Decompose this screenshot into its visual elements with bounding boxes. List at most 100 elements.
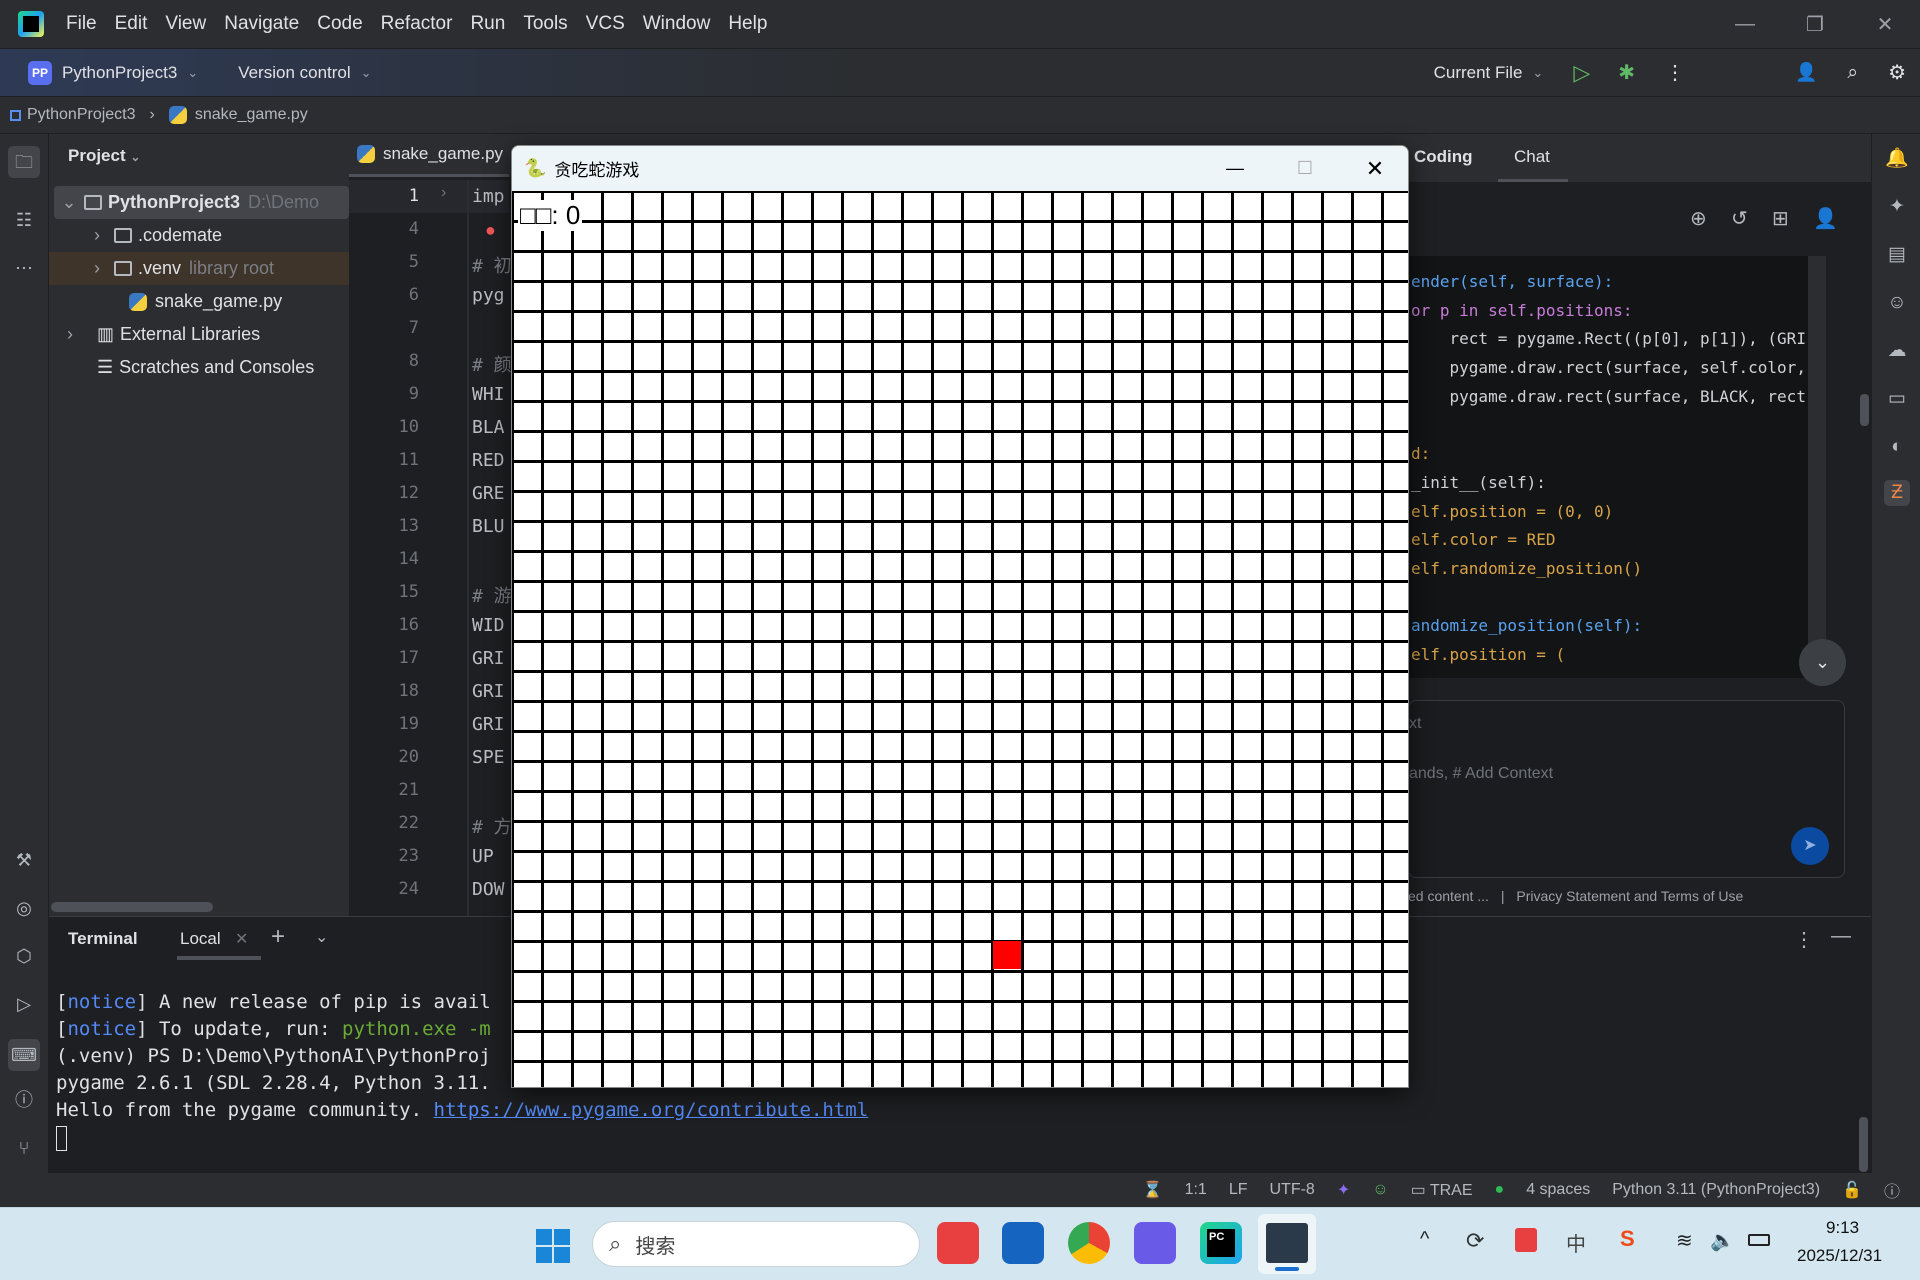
problems-icon[interactable]: ⓘ [15,1090,33,1110]
debug-icon[interactable]: ✱ [1618,62,1635,84]
restore-icon[interactable]: ❐ [1806,13,1824,36]
trae-icon[interactable]: ▭ [1888,388,1906,409]
version-control-selector[interactable]: Version control [238,62,351,82]
outlook-app-icon[interactable] [1002,1222,1044,1264]
notifications-icon[interactable]: 🔔 [1885,148,1909,169]
welink-app-icon[interactable] [937,1222,979,1264]
breadcrumb-project[interactable]: PythonProject3 [27,106,136,123]
game-titlebar[interactable]: 🐍 贪吃蛇游戏 — ☐ ✕ [512,146,1408,191]
run-config-selector[interactable]: Current File [1433,62,1523,82]
problems-status-icon[interactable]: ⓘ [1883,1184,1900,1201]
account-icon[interactable]: 👤 [1813,208,1838,230]
line-separator[interactable]: LF [1228,1181,1248,1198]
input-method-icon[interactable]: 中 [1566,1234,1586,1256]
apps-icon[interactable]: ⊞ [1772,208,1789,230]
tree-item-venv[interactable]: › .venv library root [49,252,349,285]
more-tools-icon[interactable]: ⋯ [15,258,33,278]
run-icon[interactable]: ▷ [1573,59,1591,85]
terminal-cursor[interactable] [56,1126,67,1151]
privacy-link[interactable]: Privacy Statement and Terms of Use [1516,888,1744,904]
new-chat-icon[interactable]: ⊕ [1690,208,1707,230]
sogou-icon[interactable]: S [1620,1226,1635,1251]
file-encoding[interactable]: UTF-8 [1269,1181,1315,1198]
menu-edit[interactable]: Edit [114,13,148,34]
python-interpreter[interactable]: Python 3.11 (PythonProject3) [1612,1181,1821,1198]
terminal-more-icon[interactable]: ⋮ [1794,929,1814,951]
python-console-icon[interactable]: ◎ [16,898,32,918]
battery-icon[interactable] [1748,1234,1770,1246]
close-tab-icon[interactable]: ✕ [235,931,249,948]
search-icon[interactable]: ⌕ [1847,61,1859,83]
menu-view[interactable]: View [165,13,207,34]
clock-date[interactable]: 2025/12/31 [1797,1246,1883,1265]
clock-time[interactable]: 9:13 [1826,1218,1860,1237]
history-icon[interactable]: ↺ [1731,208,1748,230]
documentation-icon[interactable]: ▤ [1888,244,1906,265]
add-user-icon[interactable]: 👤 [1795,62,1818,82]
terminal-tool-icon[interactable]: ⌨ [8,1039,40,1071]
codegeex-icon[interactable]: Ƶ [1884,480,1910,506]
menu-run[interactable]: Run [470,13,506,34]
new-tab-icon[interactable]: + [271,923,286,950]
chat-input[interactable]: xt ands, # Add Context ➤ [1408,700,1845,878]
tree-item-external-libraries[interactable]: › ▥ External Libraries [49,318,349,351]
menu-navigate[interactable]: Navigate [224,13,300,34]
more-icon[interactable]: ⋮ [1665,62,1685,84]
menu-file[interactable]: File [66,13,97,34]
game-grid[interactable] [512,191,1408,1087]
close-icon[interactable]: ✕ [1365,155,1385,181]
ai-plugin-icon[interactable]: ✦ [1336,1182,1351,1199]
close-icon[interactable]: ✕ [1876,13,1894,36]
windows-start-icon[interactable] [536,1229,570,1263]
menu-code[interactable]: Code [317,13,363,34]
send-button[interactable]: ➤ [1791,827,1829,865]
structure-icon[interactable]: ☷ [15,210,33,230]
breadcrumb-file[interactable]: snake_game.py [194,106,308,123]
cloud-code-icon[interactable]: ☁ [1887,340,1907,361]
codemate-icon[interactable]: ◐ [1891,436,1903,457]
menu-help[interactable]: Help [728,13,768,34]
chevron-right-icon[interactable]: › [94,258,100,278]
terminal-scrollbar[interactable] [1859,1117,1868,1172]
copilot-icon[interactable]: ☺ [1887,292,1907,313]
tray-overflow-icon[interactable]: ^ [1420,1228,1430,1250]
trae-status[interactable]: ▭ TRAE [1410,1182,1473,1199]
copilot-status-icon[interactable]: ☺ [1372,1181,1389,1198]
editor-tab-snake-game[interactable]: snake_game.py [357,144,503,164]
chevron-down-icon[interactable]: ⌄ [187,64,199,80]
chevron-right-icon[interactable]: › [67,324,73,344]
tree-item-scratches[interactable]: ☰ Scratches and Consoles [49,351,349,384]
services-icon[interactable]: ▷ [17,994,31,1014]
tree-item-codemate[interactable]: › .codemate [49,219,349,252]
intention-bulb-icon[interactable]: ● [485,220,496,240]
pycharm-logo-icon[interactable] [18,11,44,37]
horizontal-scrollbar[interactable] [51,902,213,912]
wifi-icon[interactable]: ≋ [1676,1230,1693,1252]
chevron-down-icon[interactable]: ⌄ [1532,64,1544,80]
caret-position[interactable]: 1:1 [1184,1181,1207,1198]
volume-icon[interactable]: 🔈 [1710,1230,1735,1252]
codebuddy-app-icon[interactable] [1134,1222,1176,1264]
minimize-icon[interactable]: — [1226,158,1244,178]
menu-window[interactable]: Window [642,13,711,34]
wps-tray-icon[interactable] [1515,1228,1537,1252]
minimize-icon[interactable]: — [1735,12,1755,35]
scroll-down-button[interactable]: ⌄ [1799,639,1846,686]
menu-vcs[interactable]: VCS [585,13,625,34]
ai-assistant-icon[interactable]: ✦ [1889,196,1905,217]
code-scrollbar-track[interactable] [1808,256,1826,678]
project-tool-icon[interactable]: 🗀 [8,146,40,178]
codemate-status-icon[interactable]: ● [1494,1181,1505,1198]
pygame-app-active[interactable] [1258,1214,1316,1274]
chat-scrollbar[interactable] [1860,394,1869,426]
fold-chevron-icon[interactable]: › [441,184,447,201]
menu-tools[interactable]: Tools [523,13,568,34]
chrome-app-icon[interactable] [1068,1222,1110,1264]
project-selector[interactable]: PythonProject3 [62,62,178,82]
terminal-tab-local[interactable]: Local [180,929,221,948]
indent-setting[interactable]: 4 spaces [1526,1181,1591,1198]
chevron-down-icon[interactable]: ⌄ [360,64,372,80]
build-tools-icon[interactable]: ⚒ [15,850,33,870]
pycharm-app-icon[interactable]: PC [1200,1222,1242,1264]
tree-item-root[interactable]: ⌄ PythonProject3 D:\Demo [54,186,349,219]
